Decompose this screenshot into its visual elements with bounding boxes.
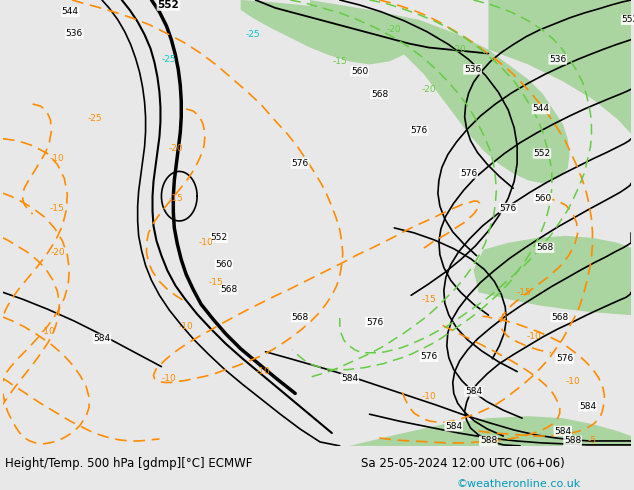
Text: -10: -10 [255, 367, 270, 376]
Text: -15: -15 [422, 295, 436, 304]
Text: 568: 568 [371, 90, 388, 98]
Text: -20: -20 [422, 85, 436, 94]
Text: -10: -10 [566, 377, 580, 386]
Text: ©weatheronline.co.uk: ©weatheronline.co.uk [456, 479, 581, 489]
Text: 584: 584 [341, 374, 358, 383]
Text: 584: 584 [445, 421, 462, 431]
Text: 560: 560 [534, 194, 552, 203]
Text: -0: -0 [499, 313, 508, 321]
Text: -10: -10 [50, 154, 65, 163]
Text: 576: 576 [460, 169, 477, 178]
Text: 552: 552 [533, 149, 550, 158]
Text: -20: -20 [169, 144, 184, 153]
Text: -25: -25 [245, 30, 260, 39]
Text: 544: 544 [533, 104, 550, 114]
Text: -15: -15 [209, 278, 223, 287]
Text: 576: 576 [500, 203, 517, 213]
Text: 552: 552 [157, 0, 179, 10]
Text: 544: 544 [61, 7, 79, 16]
Text: 536: 536 [464, 65, 481, 74]
Text: -5: -5 [588, 437, 597, 445]
Text: 560: 560 [351, 67, 368, 76]
Text: 536: 536 [549, 55, 566, 64]
Text: 576: 576 [410, 126, 428, 135]
Text: 568: 568 [551, 313, 569, 321]
Text: 588: 588 [480, 437, 497, 445]
Text: Sa 25-05-2024 12:00 UTC (06+06): Sa 25-05-2024 12:00 UTC (06+06) [361, 457, 565, 469]
Polygon shape [379, 434, 631, 446]
Text: 584: 584 [93, 334, 110, 343]
Text: Height/Temp. 500 hPa [gdmp][°C] ECMWF: Height/Temp. 500 hPa [gdmp][°C] ECMWF [5, 457, 252, 469]
Text: 588: 588 [564, 437, 581, 445]
Text: 568: 568 [220, 285, 238, 294]
Text: -10: -10 [527, 332, 541, 342]
Polygon shape [350, 416, 631, 446]
Text: -15: -15 [332, 57, 347, 66]
Text: -10: -10 [198, 238, 214, 247]
Text: 576: 576 [292, 159, 309, 168]
Polygon shape [474, 236, 631, 315]
Polygon shape [538, 0, 631, 15]
Text: 552: 552 [210, 233, 228, 243]
Text: -10: -10 [40, 327, 55, 337]
Polygon shape [310, 0, 570, 183]
Text: -15: -15 [517, 288, 531, 297]
Text: -10: -10 [422, 392, 436, 401]
Text: 584: 584 [579, 402, 596, 411]
Polygon shape [241, 0, 404, 64]
Text: 584: 584 [554, 426, 571, 436]
Text: -10: -10 [179, 322, 193, 332]
Text: 560: 560 [215, 260, 233, 269]
Text: 576: 576 [420, 352, 437, 361]
Text: -20: -20 [387, 25, 401, 34]
Text: 576: 576 [366, 318, 383, 326]
Text: 536: 536 [65, 29, 83, 38]
Text: 552: 552 [621, 15, 634, 24]
Text: -15: -15 [50, 203, 65, 213]
Text: -25: -25 [162, 55, 177, 64]
Text: -20: -20 [451, 45, 466, 54]
Text: -25: -25 [87, 114, 102, 123]
Text: 568: 568 [292, 313, 309, 321]
Text: 576: 576 [556, 354, 573, 363]
Text: 568: 568 [536, 243, 553, 252]
Text: -10: -10 [162, 374, 177, 383]
Text: -20: -20 [50, 248, 65, 257]
Text: -15: -15 [169, 194, 184, 203]
Polygon shape [488, 0, 631, 134]
Text: 584: 584 [465, 387, 482, 396]
